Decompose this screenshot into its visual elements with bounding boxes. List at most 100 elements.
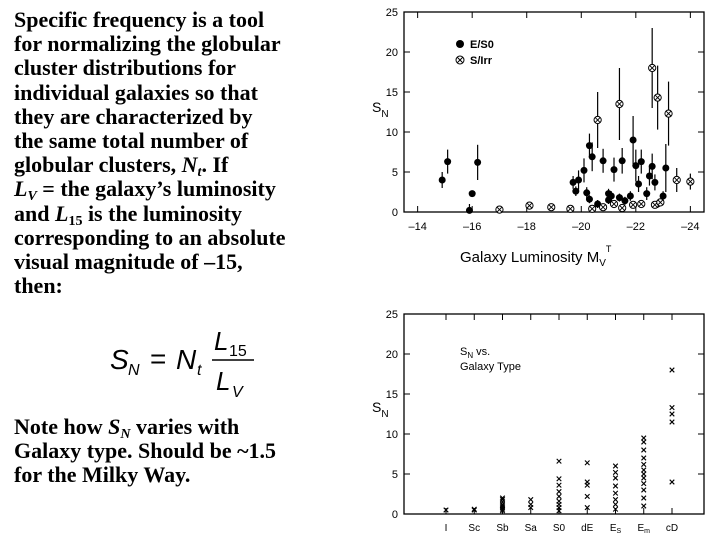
text-line-12: then: <box>14 273 63 299</box>
chart1-point-sirr <box>648 63 657 73</box>
chart1-ytick-label: 0 <box>392 207 398 219</box>
chart1-point-es0 <box>585 142 593 150</box>
text-line-9-pre: and <box>14 200 55 226</box>
formula-l15: L <box>214 326 228 356</box>
chart2-point <box>471 507 477 513</box>
chart2-point <box>612 475 619 481</box>
chart2-point <box>528 501 534 508</box>
formula-lv-sub: V <box>232 384 244 401</box>
chart2-ylabel-sub: N <box>381 409 388 420</box>
chart1-data-points <box>438 28 695 214</box>
chart2-y-axis: 0 5 10 15 20 25 <box>386 309 704 521</box>
chart2-ylabel: SN <box>372 399 389 420</box>
chart1-ytick-label: 15 <box>386 87 398 99</box>
chart2-point <box>641 461 647 468</box>
specific-frequency-formula: S N = N t L 15 L V <box>110 326 254 401</box>
chart2-point <box>443 507 449 513</box>
chart2-point <box>612 496 619 503</box>
text-line-6: the same total number of <box>14 128 249 154</box>
chart1-point-es0 <box>468 190 476 198</box>
chart2-point <box>641 475 647 481</box>
chart2-xtick-label: dE <box>581 523 594 534</box>
note-block: Note how SN varies with Galaxy type. Sho… <box>14 414 364 488</box>
chart2-point <box>641 480 647 487</box>
chart1-ylabel: SN <box>372 99 389 120</box>
chart2-point <box>641 439 647 445</box>
chart1-point-es0 <box>569 178 577 186</box>
chart2-point <box>556 488 562 495</box>
chart2-ytick-label: 25 <box>386 309 398 321</box>
chart1-point-sirr <box>686 177 695 186</box>
chart2-ytick-label: 20 <box>386 349 398 361</box>
chart2-point <box>641 447 647 453</box>
chart1-point-es0 <box>621 197 629 205</box>
chart1-xlabel: Galaxy Luminosity MVT <box>460 244 612 269</box>
chart2-data-points <box>443 367 675 514</box>
chart2-point <box>669 419 675 425</box>
chart2-point <box>612 483 619 489</box>
chart2-point <box>556 482 562 488</box>
chart2-ylabel-main: S <box>372 399 381 415</box>
legend-open-marker <box>455 55 465 65</box>
chart1-xtick-label: –20 <box>572 221 590 233</box>
chart2-point <box>556 476 562 482</box>
chart2-frame <box>403 313 705 515</box>
chart1-point-es0 <box>648 162 656 170</box>
chart2-point <box>612 501 619 508</box>
var-lv: L <box>14 176 28 202</box>
var-l15: L <box>54 200 69 226</box>
chart1-point-sirr <box>598 203 608 212</box>
chart1-point-es0 <box>465 206 473 214</box>
text-line-11: visual magnitude of –15, <box>14 249 243 275</box>
chart1-point-sirr <box>609 199 619 209</box>
chart1-point-es0 <box>662 164 670 172</box>
chart1-point-es0 <box>580 166 588 174</box>
chart2-point <box>612 463 619 469</box>
chart2-point <box>556 493 562 500</box>
formula-lv: L <box>216 366 230 396</box>
chart1-point-es0 <box>474 158 482 166</box>
chart1-point-sirr <box>653 93 662 102</box>
formula-equals: = <box>150 343 166 374</box>
var-nt: N <box>181 152 198 178</box>
legend-es0-label: E/S0 <box>470 39 494 51</box>
chart2-point <box>641 487 647 493</box>
chart2-ytick-label: 0 <box>392 509 398 521</box>
note-pre: Note how <box>14 414 109 439</box>
chart2-ytick-label: 5 <box>392 469 398 481</box>
chart1-point-sirr <box>672 175 681 185</box>
chart2-title-line2: Galaxy Type <box>460 361 521 373</box>
chart2-title-post: vs. <box>473 346 490 358</box>
chart1-point-es0 <box>438 176 446 184</box>
var-l15-sub: 15 <box>68 213 83 229</box>
chart1-point-es0 <box>585 195 593 203</box>
note-var-sn-sub: N <box>120 427 131 442</box>
text-line-7-pre: globular clusters, <box>14 152 182 178</box>
chart1-point-sirr <box>495 205 504 214</box>
note-post: varies with <box>130 414 240 439</box>
chart1-point-es0 <box>588 153 596 161</box>
text-line-7-post: . If <box>201 152 229 178</box>
chart1-point-es0 <box>444 158 452 166</box>
chart1-ytick-label: 10 <box>386 127 398 139</box>
chart1-point-sirr <box>628 200 638 209</box>
chart1-xtick-label: –24 <box>681 221 699 233</box>
chart2-point <box>641 471 647 477</box>
chart2-xtick-label: Em <box>637 523 650 535</box>
note-var-sn: S <box>108 414 121 439</box>
chart2-point <box>669 404 675 411</box>
chart1-point-sirr <box>615 99 624 109</box>
chart1-y-axis: 0 5 10 15 20 25 <box>386 7 704 219</box>
note-line-3: for the Milky Way. <box>14 462 191 488</box>
note-line-2: Galaxy type. Should be ~1.5 <box>14 438 277 464</box>
var-lv-sub: V <box>27 189 37 205</box>
chart2-xtick-label: I <box>445 523 448 534</box>
chart1-xtick-label: –14 <box>408 221 426 233</box>
chart1-point-es0 <box>635 180 643 188</box>
sn-vs-luminosity-chart: 0 5 10 15 20 25 –14 –16 –18 –20 –22 –24 SN Galaxy … <box>372 7 705 269</box>
chart1-point-sirr <box>588 204 597 213</box>
text-line-5: they are characterized by <box>14 103 253 129</box>
chart1-point-sirr <box>566 204 575 213</box>
text-line-1: Specific frequency is a tool <box>14 7 265 32</box>
chart2-point <box>499 496 506 503</box>
